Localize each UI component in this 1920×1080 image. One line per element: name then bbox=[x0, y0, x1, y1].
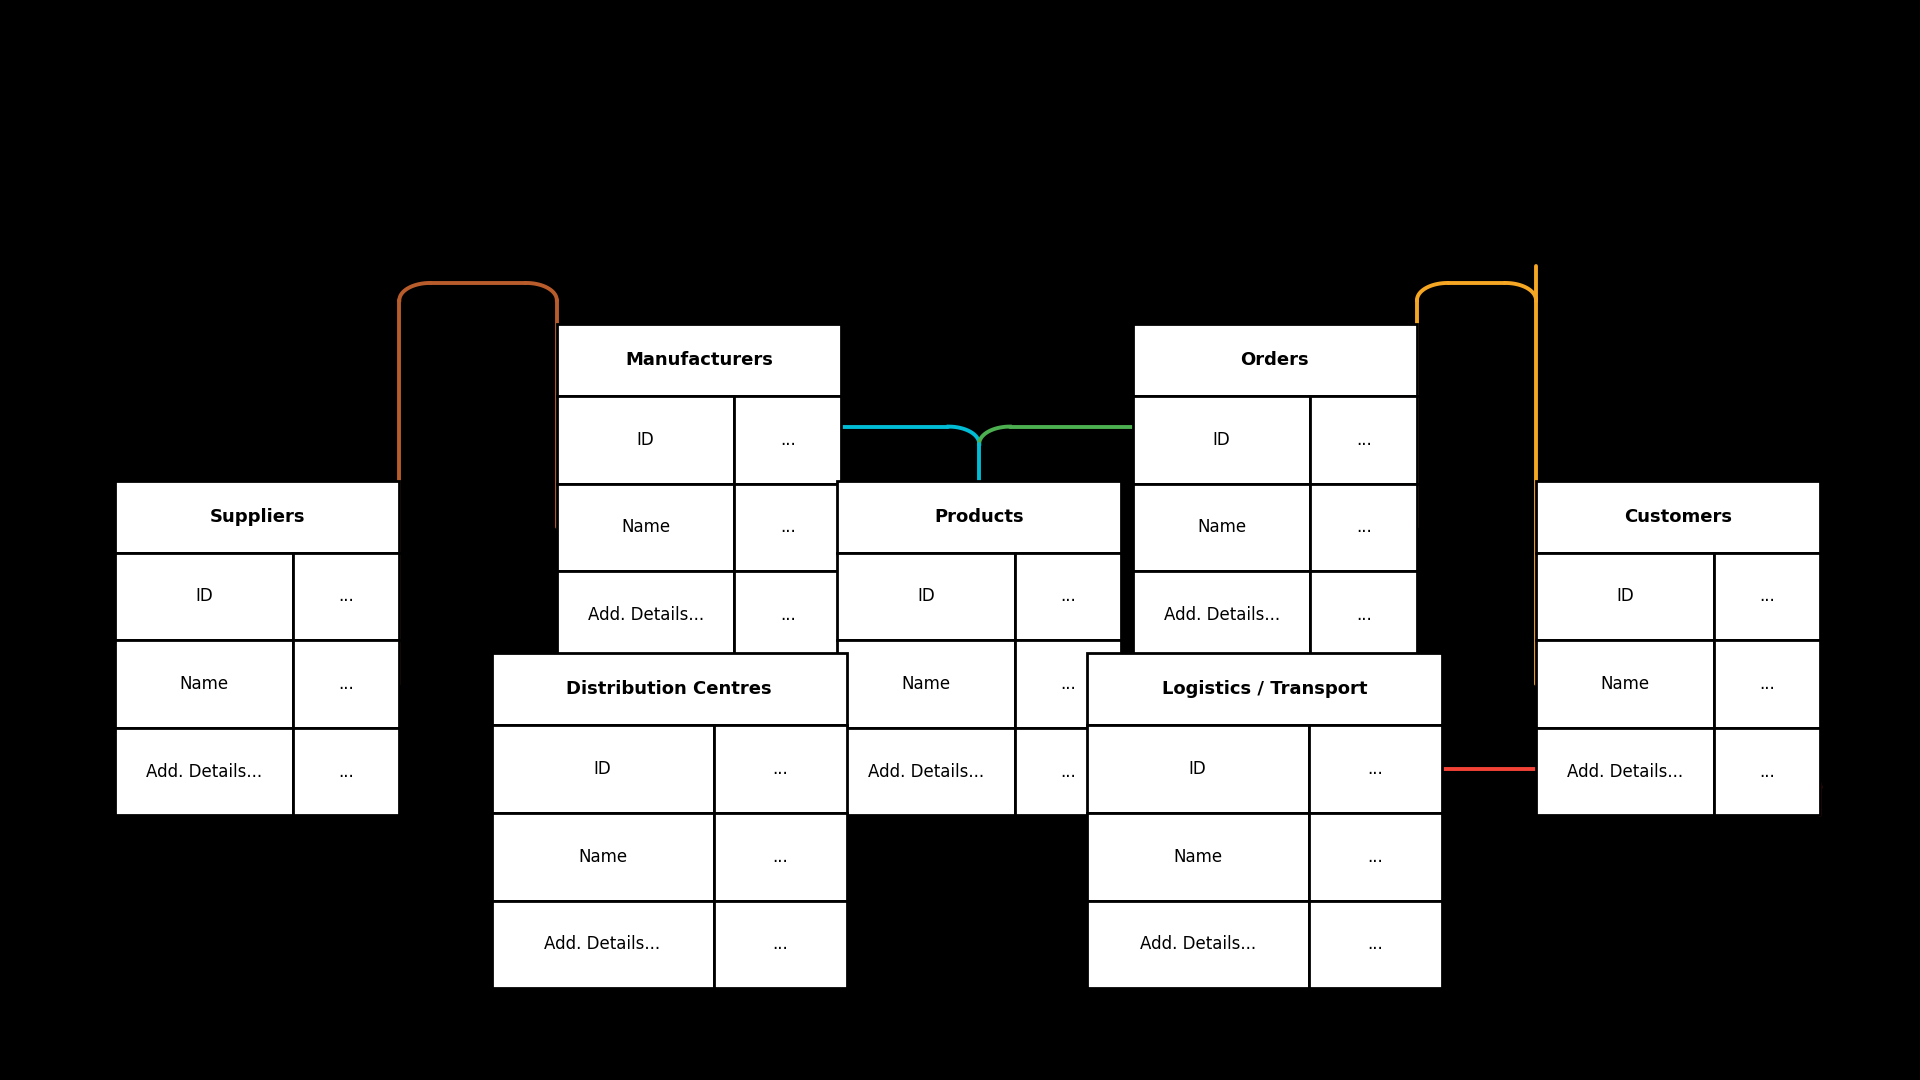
Text: ...: ... bbox=[1759, 762, 1774, 781]
Bar bbox=[557, 484, 733, 571]
Text: Distribution Centres: Distribution Centres bbox=[566, 680, 772, 699]
Text: Name: Name bbox=[620, 518, 670, 537]
Bar bbox=[115, 481, 399, 553]
Bar bbox=[492, 653, 847, 726]
Bar bbox=[1536, 553, 1715, 640]
Bar bbox=[1133, 571, 1309, 659]
Bar bbox=[1309, 571, 1417, 659]
Text: ...: ... bbox=[1356, 606, 1371, 624]
Text: Logistics / Transport: Logistics / Transport bbox=[1162, 680, 1367, 699]
Text: Add. Details...: Add. Details... bbox=[545, 935, 660, 954]
Text: Name: Name bbox=[1173, 848, 1223, 866]
Text: Add. Details...: Add. Details... bbox=[868, 762, 983, 781]
Bar bbox=[1715, 553, 1820, 640]
Bar bbox=[714, 813, 847, 901]
Bar bbox=[837, 553, 1014, 640]
Text: Name: Name bbox=[1599, 675, 1649, 693]
Bar bbox=[714, 901, 847, 988]
Bar bbox=[733, 571, 841, 659]
Text: ...: ... bbox=[1367, 760, 1382, 779]
Text: ...: ... bbox=[1060, 675, 1075, 693]
Bar bbox=[557, 396, 733, 484]
Bar bbox=[1715, 640, 1820, 728]
Text: ...: ... bbox=[338, 588, 353, 606]
Bar bbox=[292, 553, 399, 640]
Text: Products: Products bbox=[935, 508, 1023, 526]
Text: ...: ... bbox=[780, 606, 795, 624]
Text: ...: ... bbox=[1060, 588, 1075, 606]
Text: Suppliers: Suppliers bbox=[209, 508, 305, 526]
Bar bbox=[733, 396, 841, 484]
Bar bbox=[1309, 901, 1442, 988]
Text: ...: ... bbox=[1367, 848, 1382, 866]
Bar bbox=[1536, 728, 1715, 815]
Bar bbox=[837, 728, 1014, 815]
Text: ...: ... bbox=[772, 935, 787, 954]
Text: ...: ... bbox=[780, 431, 795, 449]
Text: Customers: Customers bbox=[1624, 508, 1732, 526]
Bar bbox=[714, 726, 847, 813]
Text: ...: ... bbox=[1367, 935, 1382, 954]
Bar bbox=[1014, 728, 1121, 815]
Bar bbox=[115, 728, 292, 815]
Text: ...: ... bbox=[772, 848, 787, 866]
Bar bbox=[557, 324, 841, 396]
Text: ID: ID bbox=[196, 588, 213, 606]
Text: ...: ... bbox=[338, 675, 353, 693]
Bar bbox=[1133, 324, 1417, 396]
Bar bbox=[1087, 901, 1309, 988]
Bar bbox=[1087, 653, 1442, 726]
Text: ...: ... bbox=[780, 518, 795, 537]
Bar bbox=[1014, 553, 1121, 640]
Text: ID: ID bbox=[593, 760, 611, 779]
Text: ...: ... bbox=[772, 760, 787, 779]
Text: Name: Name bbox=[900, 675, 950, 693]
Text: ...: ... bbox=[1356, 518, 1371, 537]
Text: ID: ID bbox=[1617, 588, 1634, 606]
Bar bbox=[292, 728, 399, 815]
Text: ID: ID bbox=[637, 431, 655, 449]
Text: Name: Name bbox=[578, 848, 628, 866]
Bar bbox=[492, 813, 714, 901]
Text: ...: ... bbox=[1356, 431, 1371, 449]
Bar bbox=[1309, 396, 1417, 484]
Bar bbox=[1087, 726, 1309, 813]
Text: Manufacturers: Manufacturers bbox=[624, 351, 774, 369]
Text: Name: Name bbox=[1196, 518, 1246, 537]
Bar bbox=[837, 481, 1121, 553]
Text: Add. Details...: Add. Details... bbox=[146, 762, 261, 781]
Text: Add. Details...: Add. Details... bbox=[1567, 762, 1682, 781]
Bar bbox=[292, 640, 399, 728]
Text: ID: ID bbox=[918, 588, 935, 606]
Bar bbox=[1087, 813, 1309, 901]
Bar bbox=[1309, 484, 1417, 571]
Bar bbox=[733, 484, 841, 571]
Bar bbox=[837, 640, 1014, 728]
Text: ...: ... bbox=[1759, 588, 1774, 606]
Bar bbox=[115, 640, 292, 728]
Bar bbox=[1014, 640, 1121, 728]
Text: ...: ... bbox=[1060, 762, 1075, 781]
Text: Add. Details...: Add. Details... bbox=[1140, 935, 1256, 954]
Text: ID: ID bbox=[1213, 431, 1231, 449]
Bar bbox=[1715, 728, 1820, 815]
Text: Orders: Orders bbox=[1240, 351, 1309, 369]
Text: Name: Name bbox=[179, 675, 228, 693]
Text: Add. Details...: Add. Details... bbox=[1164, 606, 1279, 624]
Bar bbox=[1536, 640, 1715, 728]
Bar bbox=[1309, 813, 1442, 901]
Text: ...: ... bbox=[1759, 675, 1774, 693]
Bar bbox=[492, 726, 714, 813]
Bar bbox=[1309, 726, 1442, 813]
Text: ID: ID bbox=[1188, 760, 1206, 779]
Bar bbox=[1133, 396, 1309, 484]
Bar bbox=[492, 901, 714, 988]
Bar bbox=[557, 571, 733, 659]
Bar bbox=[115, 553, 292, 640]
Text: Add. Details...: Add. Details... bbox=[588, 606, 703, 624]
Text: ...: ... bbox=[338, 762, 353, 781]
Bar bbox=[1536, 481, 1820, 553]
Bar bbox=[1133, 484, 1309, 571]
